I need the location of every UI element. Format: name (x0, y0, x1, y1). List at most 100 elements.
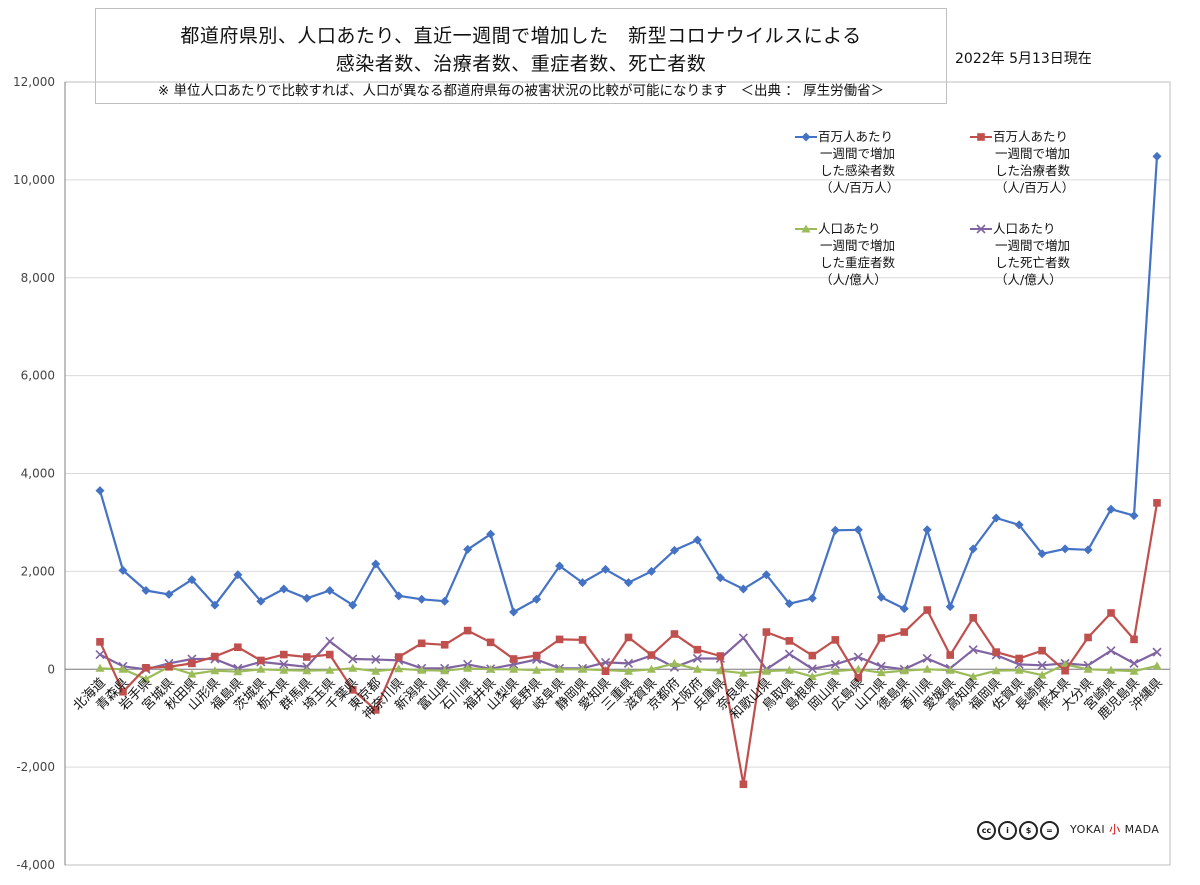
data-point (142, 663, 150, 672)
data-point (188, 659, 196, 668)
data-point (1129, 658, 1139, 668)
data-point (509, 664, 519, 673)
data-point (486, 664, 496, 673)
data-point (348, 663, 358, 672)
y-tick-label: 6,000 (21, 369, 55, 383)
data-point (669, 545, 679, 555)
data-point (923, 606, 932, 614)
data-point (1152, 151, 1162, 161)
data-point (257, 656, 265, 665)
data-point (1152, 661, 1162, 670)
axes (64, 81, 1171, 866)
data-point (256, 664, 266, 673)
data-point (96, 638, 104, 646)
data-point (119, 687, 127, 696)
data-point (739, 780, 748, 789)
data-point (325, 636, 335, 646)
data-point (715, 573, 725, 583)
data-point (1015, 654, 1023, 663)
data-point (830, 525, 840, 535)
legend-label: 百万人あたり (993, 129, 1068, 144)
data-point (394, 653, 403, 661)
data-point (922, 525, 932, 535)
data-point (463, 626, 472, 635)
legend-label: した治療者数 (995, 163, 1071, 178)
chart-note: ※ 単位人口あたりで比較すれば、人口が異なる都道府県毎の被害状況の比較が可能にな… (157, 83, 885, 99)
legend-label: した重症者数 (820, 255, 896, 270)
data-point (578, 636, 587, 644)
legend-label: した死亡者数 (995, 255, 1071, 270)
data-point (1060, 544, 1070, 554)
y-tick-label: -2,000 (16, 760, 55, 774)
series-2 (96, 499, 1161, 789)
data-point (877, 634, 886, 642)
data-point (600, 657, 611, 667)
legend-label: 一週間で増加 (995, 146, 1070, 161)
data-point (234, 643, 242, 652)
data-point (1106, 646, 1116, 656)
data-point (1084, 633, 1092, 642)
data-point (440, 666, 450, 675)
data-point (417, 594, 427, 604)
chart-title-line1: 都道府県別、人口あたり、直近一週間で増加した 新型コロナウイルスによる (180, 25, 862, 47)
data-point (578, 578, 588, 588)
legend-label: （人/億人） (820, 272, 887, 287)
data-point (141, 585, 151, 595)
data-point (371, 559, 381, 569)
data-point (899, 666, 909, 675)
data-point (601, 667, 610, 676)
legend-swatch-marker (801, 224, 811, 233)
y-tick-label: 12,000 (13, 75, 55, 89)
y-tick-label: 10,000 (13, 173, 55, 187)
data-point (716, 652, 725, 660)
data-point (669, 658, 679, 667)
legend-label: （人/億人） (995, 272, 1062, 287)
data-point (1083, 545, 1093, 555)
data-point (968, 672, 978, 681)
data-point (807, 593, 817, 603)
data-point (1038, 646, 1046, 655)
data-point (141, 674, 151, 683)
data-point (670, 630, 679, 638)
data-point (210, 666, 220, 675)
data-point (738, 668, 748, 677)
data-point (945, 665, 955, 674)
nc-icon: $ (1019, 821, 1038, 840)
data-point (187, 575, 197, 585)
data-point (394, 664, 404, 673)
y-tick-labels: -4,000 -2,000 0 2,000 4,000 6,000 8,000 10,000 1… (13, 75, 55, 872)
data-point (1130, 635, 1138, 644)
legend-label: 一週間で増加 (995, 238, 1070, 253)
data-point (509, 607, 519, 617)
data-point (1107, 609, 1115, 617)
data-point (280, 650, 288, 659)
brand-logo: YOKAI 小 MADA (1070, 823, 1160, 836)
data-point (922, 653, 932, 664)
data-point (900, 628, 909, 636)
data-point (899, 604, 909, 614)
data-point (279, 665, 289, 674)
series-line (99, 502, 1159, 786)
data-point (1037, 549, 1047, 559)
data-point (876, 661, 886, 671)
data-point (623, 658, 634, 668)
license-badges: cc i $ = (977, 821, 1059, 840)
legend-label: 百万人あたり (818, 129, 893, 144)
data-point (646, 566, 656, 576)
legend-label: （人/百万人） (820, 180, 899, 195)
data-point (854, 673, 863, 682)
data-point (1106, 665, 1116, 674)
legend-label: 一週間で増加 (820, 146, 895, 161)
as-of-date: 2022年 5月13日現在 (955, 51, 1092, 67)
data-point (968, 645, 978, 655)
data-point (555, 664, 565, 673)
data-point (555, 561, 565, 571)
data-point (1083, 664, 1093, 673)
data-point (95, 486, 105, 496)
data-point (853, 652, 863, 662)
data-point (624, 578, 633, 588)
data-point (164, 589, 174, 599)
data-point (325, 650, 334, 659)
